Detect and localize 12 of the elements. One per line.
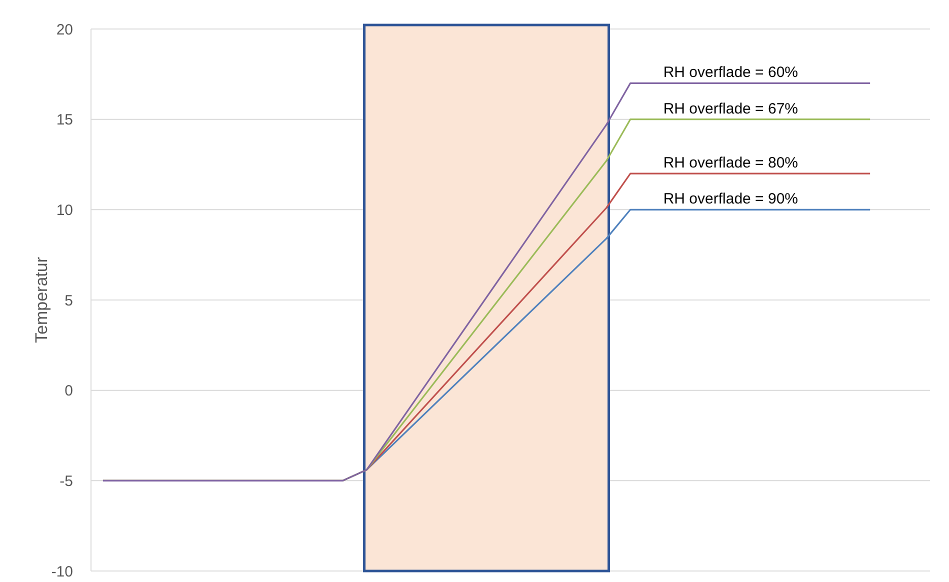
y-tick-label: 0 [64, 382, 73, 400]
y-tick-label: -10 [51, 563, 73, 580]
series-label: RH overflade = 80% [663, 154, 798, 172]
y-tick-label: -5 [60, 472, 73, 490]
series-label: RH overflade = 67% [663, 100, 798, 118]
series-label: RH overflade = 90% [663, 190, 798, 208]
y-axis-title: Temperatur [32, 256, 51, 343]
y-tick-label: 20 [56, 21, 73, 38]
y-tick-label: 5 [64, 292, 73, 310]
series-label: RH overflade = 60% [663, 64, 798, 82]
y-tick-label: 10 [56, 202, 73, 219]
y-tick-label: 15 [56, 112, 73, 129]
